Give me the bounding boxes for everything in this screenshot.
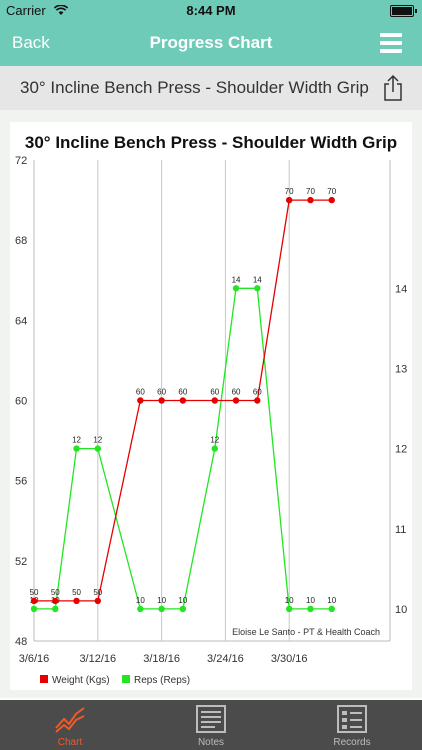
y-left-tick-label: 64 [15,315,27,327]
x-tick-label: 3/18/16 [143,653,180,665]
y-left-tick-label: 52 [15,556,27,568]
share-icon[interactable] [382,74,404,102]
battery-icon [390,5,417,17]
y-left-tick-label: 68 [15,235,27,247]
wifi-icon [54,5,68,15]
y-right-tick-label: 13 [395,363,407,375]
legend-label: Reps (Reps) [134,675,190,686]
data-label: 10 [178,596,187,605]
legend-label: Weight (Kgs) [52,675,110,686]
data-point [232,285,240,292]
data-label: 60 [157,388,166,397]
data-point [52,597,59,605]
data-point [307,196,314,204]
data-label: 60 [232,388,241,397]
data-label: 70 [327,187,336,196]
back-button[interactable]: Back [12,33,50,52]
data-point [254,397,261,404]
y-left-tick-label: 60 [15,396,27,408]
data-point [179,397,187,404]
data-label: 10 [157,596,166,605]
status-bar: Carrier 8:44 PM [0,0,422,22]
data-point [328,196,335,204]
data-point [30,605,38,613]
tab-notes-label: Notes [197,737,225,748]
data-label: 14 [253,275,262,284]
tab-bar: Chart Notes Records [0,700,422,750]
data-point [94,597,102,605]
carrier-label: Carrier [6,3,46,18]
y-left-tick-label: 72 [15,155,27,167]
data-label: 50 [51,588,60,597]
exercise-header: 30° Incline Bench Press - Shoulder Width… [0,66,422,111]
data-point [73,597,80,605]
tab-chart-label: Chart [57,737,83,748]
data-point [94,445,102,452]
data-point [254,285,261,292]
data-point [73,445,80,452]
y-right-tick-label: 12 [395,444,407,456]
data-point [232,397,240,404]
records-icon [337,705,367,733]
data-label: 10 [306,596,315,605]
data-label: 10 [285,596,294,605]
data-point [286,605,293,613]
data-label: 60 [178,388,187,397]
x-tick-label: 3/12/16 [79,653,116,665]
legend-swatch [122,675,130,683]
chart-title: 30° Incline Bench Press - Shoulder Width… [25,133,397,152]
tab-records[interactable]: Records [307,700,397,750]
data-label: 10 [136,596,145,605]
data-label: 70 [306,187,315,196]
y-right-tick-label: 14 [395,283,407,295]
data-label: 60 [136,388,145,397]
data-label: 12 [72,436,81,445]
data-point [30,597,38,605]
chart-watermark: Eloise Le Santo - PT & Health Coach [232,627,380,637]
data-label: 50 [30,588,39,597]
data-point [179,605,187,613]
data-point [286,196,293,204]
data-point [137,397,144,404]
legend-swatch [40,675,48,683]
y-right-tick-label: 11 [395,524,406,536]
data-label: 12 [210,436,219,445]
data-point [328,605,335,613]
navigation-bar: Back Progress Chart [0,22,422,66]
data-label: 50 [72,588,81,597]
tab-notes[interactable]: Notes [166,700,256,750]
y-right-tick-label: 10 [395,604,407,616]
data-point [211,397,218,404]
data-label: 10 [327,596,336,605]
tab-chart[interactable]: Chart [25,700,115,750]
tab-records-label: Records [333,737,371,748]
data-point [307,605,314,613]
data-label: 60 [210,388,219,397]
data-point [158,605,165,613]
data-label: 60 [253,388,262,397]
data-point [158,397,165,404]
x-tick-label: 3/24/16 [207,653,244,665]
x-tick-label: 3/6/16 [19,653,50,665]
x-tick-label: 3/30/16 [271,653,308,665]
progress-chart: 30° Incline Bench Press - Shoulder Width… [10,122,412,690]
y-left-tick-label: 56 [15,476,27,488]
chart-svg: 30° Incline Bench Press - Shoulder Width… [15,133,407,686]
clock: 8:44 PM [186,3,236,18]
data-label: 12 [93,436,102,445]
notes-icon [196,705,226,733]
data-label: 70 [285,187,294,196]
chart-icon [55,707,85,733]
menu-icon[interactable] [380,33,402,55]
data-point [211,445,218,452]
exercise-title: 30° Incline Bench Press - Shoulder Width… [20,78,369,97]
data-point [137,605,144,613]
data-label: 14 [232,275,241,284]
data-point [52,605,59,613]
data-label: 50 [93,588,102,597]
y-left-tick-label: 48 [15,636,27,648]
page-title: Progress Chart [149,33,273,52]
